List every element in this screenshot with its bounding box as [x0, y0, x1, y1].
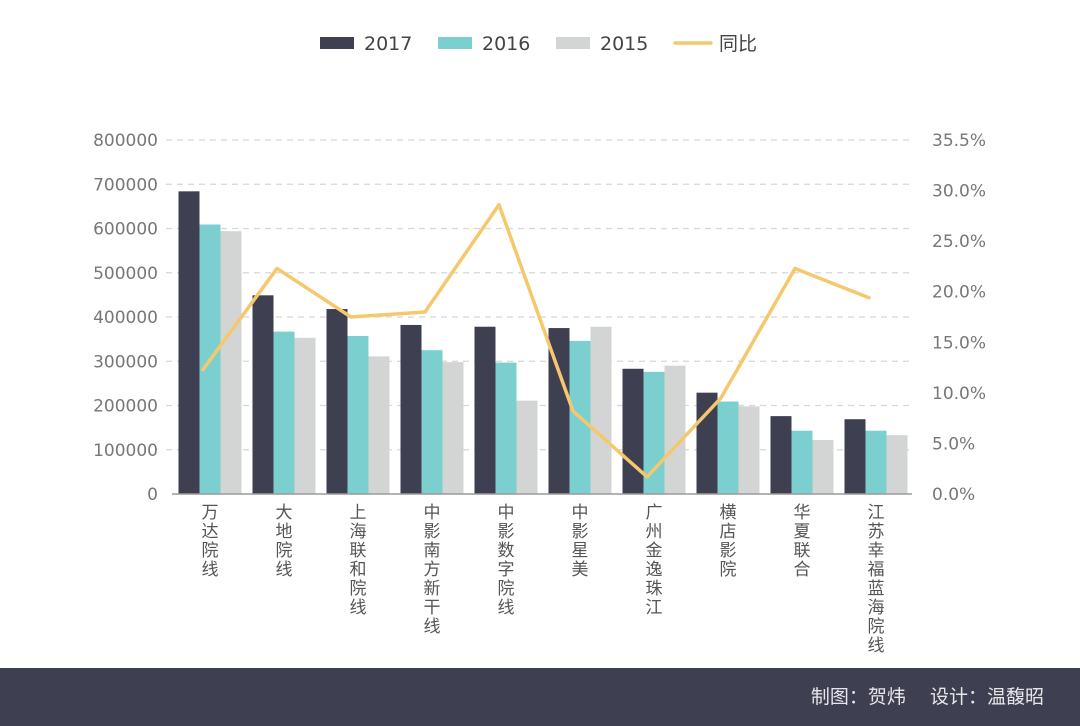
bar-2015 — [294, 337, 316, 494]
bar-2017 — [252, 295, 274, 494]
bar-2016 — [865, 430, 887, 494]
left-axis-tick-label: 700000 — [93, 175, 158, 195]
bar-2017 — [844, 419, 866, 494]
bar-2016 — [717, 401, 739, 494]
bar-2017 — [696, 392, 718, 494]
left-axis-tick-label: 800000 — [93, 131, 158, 151]
legend-label: 2016 — [482, 33, 530, 55]
footer-bar: 制图：贺炜 设计：温馥昭 — [0, 668, 1080, 726]
bar-2017 — [548, 328, 570, 494]
right-axis-tick-label: 25.0% — [932, 232, 986, 252]
left-axis-tick-label: 500000 — [93, 264, 158, 284]
right-axis-tick-label: 0.0% — [932, 485, 975, 505]
right-axis-tick-label: 5.0% — [932, 434, 975, 454]
bar-2015 — [442, 362, 464, 494]
category-label: 中影星美 — [572, 503, 589, 580]
legend-swatch-2015 — [556, 37, 590, 49]
bar-2016 — [273, 331, 295, 494]
bar-2016 — [495, 362, 517, 494]
category-label: 大地院线 — [276, 503, 293, 580]
bar-2015 — [590, 326, 612, 494]
legend-label: 同比 — [719, 33, 757, 55]
bar-2017 — [400, 324, 422, 494]
category-label: 华夏联合 — [794, 503, 811, 580]
bar-2015 — [664, 365, 686, 494]
left-axis-tick-label: 600000 — [93, 220, 158, 240]
right-axis-tick-label: 20.0% — [932, 283, 986, 303]
category-label: 江苏幸福蓝海院线 — [868, 503, 885, 656]
chart-area: 0 100000 200000 300000 400000 500000 600000 700… — [93, 33, 986, 656]
left-axis-tick-label: 400000 — [93, 308, 158, 328]
bar-2017 — [622, 368, 644, 494]
legend-swatch-2016 — [438, 37, 472, 49]
right-axis-tick-label: 35.5% — [932, 131, 986, 151]
category-label: 广州金逸珠江 — [646, 503, 663, 618]
category-label: 横店影院 — [720, 503, 737, 580]
category-label: 上海联和院线 — [350, 503, 367, 618]
bar-line-chart: 0 100000 200000 300000 400000 500000 600000 700… — [93, 33, 986, 656]
yoy-line — [201, 202, 871, 479]
bar-2015 — [812, 440, 834, 494]
legend-label: 2015 — [600, 33, 648, 55]
bar-2017 — [770, 416, 792, 494]
left-axis-tick-label: 100000 — [93, 441, 158, 461]
category-label: 万达院线 — [202, 503, 219, 580]
bar-2016 — [421, 350, 443, 494]
legend-swatch-2017 — [320, 37, 354, 49]
bar-2017 — [178, 191, 200, 494]
right-axis-tick-label: 10.0% — [932, 384, 986, 404]
left-axis-tick-label: 0 — [147, 485, 158, 505]
bar-2015 — [738, 406, 760, 494]
footer-credit: 制图：贺炜 设计：温馥昭 — [810, 686, 1044, 708]
left-axis-tick-label: 300000 — [93, 352, 158, 372]
bar-2015 — [886, 435, 908, 494]
right-axis-tick-label: 30.0% — [932, 182, 986, 202]
category-label: 中影数字院线 — [498, 503, 515, 618]
bar-2016 — [791, 430, 813, 494]
bar-2015 — [516, 400, 538, 494]
bar-2017 — [326, 309, 348, 494]
right-axis-tick-label: 15.0% — [932, 333, 986, 353]
bar-2017 — [474, 326, 496, 494]
bar-2016 — [347, 336, 369, 494]
left-axis-tick-label: 200000 — [93, 397, 158, 417]
bar-2015 — [368, 356, 390, 494]
bar-2015 — [220, 231, 242, 494]
category-label: 中影南方新干线 — [424, 503, 441, 637]
legend-label: 2017 — [364, 33, 412, 55]
